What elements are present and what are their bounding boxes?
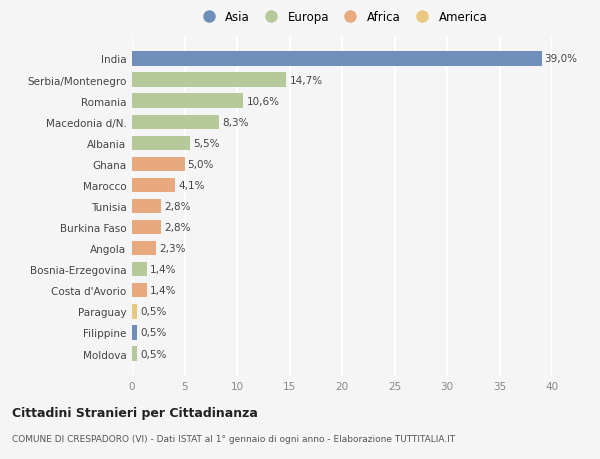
Bar — [132, 325, 137, 340]
Text: 14,7%: 14,7% — [290, 75, 323, 85]
Text: 2,3%: 2,3% — [160, 244, 186, 254]
Bar — [132, 136, 190, 151]
Bar — [132, 115, 219, 129]
Bar — [132, 73, 286, 88]
Text: 2,8%: 2,8% — [164, 223, 191, 233]
Bar — [132, 52, 542, 67]
Bar — [132, 284, 146, 298]
Text: 0,5%: 0,5% — [140, 349, 167, 359]
Bar — [132, 179, 175, 193]
Bar — [132, 241, 156, 256]
Text: 39,0%: 39,0% — [545, 54, 578, 64]
Text: 10,6%: 10,6% — [247, 96, 280, 106]
Text: 0,5%: 0,5% — [140, 307, 167, 317]
Legend: Asia, Europa, Africa, America: Asia, Europa, Africa, America — [197, 11, 487, 24]
Bar — [132, 263, 146, 277]
Text: 1,4%: 1,4% — [150, 285, 176, 296]
Text: 5,0%: 5,0% — [188, 159, 214, 169]
Text: 0,5%: 0,5% — [140, 328, 167, 338]
Text: 5,5%: 5,5% — [193, 139, 220, 148]
Text: 8,3%: 8,3% — [223, 118, 249, 128]
Text: Cittadini Stranieri per Cittadinanza: Cittadini Stranieri per Cittadinanza — [12, 406, 258, 419]
Text: 2,8%: 2,8% — [164, 202, 191, 212]
Bar — [132, 305, 137, 319]
Text: 4,1%: 4,1% — [178, 180, 205, 190]
Bar — [132, 347, 137, 361]
Text: 1,4%: 1,4% — [150, 265, 176, 274]
Bar — [132, 94, 244, 108]
Text: COMUNE DI CRESPADORO (VI) - Dati ISTAT al 1° gennaio di ogni anno - Elaborazione: COMUNE DI CRESPADORO (VI) - Dati ISTAT a… — [12, 434, 455, 443]
Bar — [132, 220, 161, 235]
Bar — [132, 157, 185, 172]
Bar — [132, 199, 161, 214]
